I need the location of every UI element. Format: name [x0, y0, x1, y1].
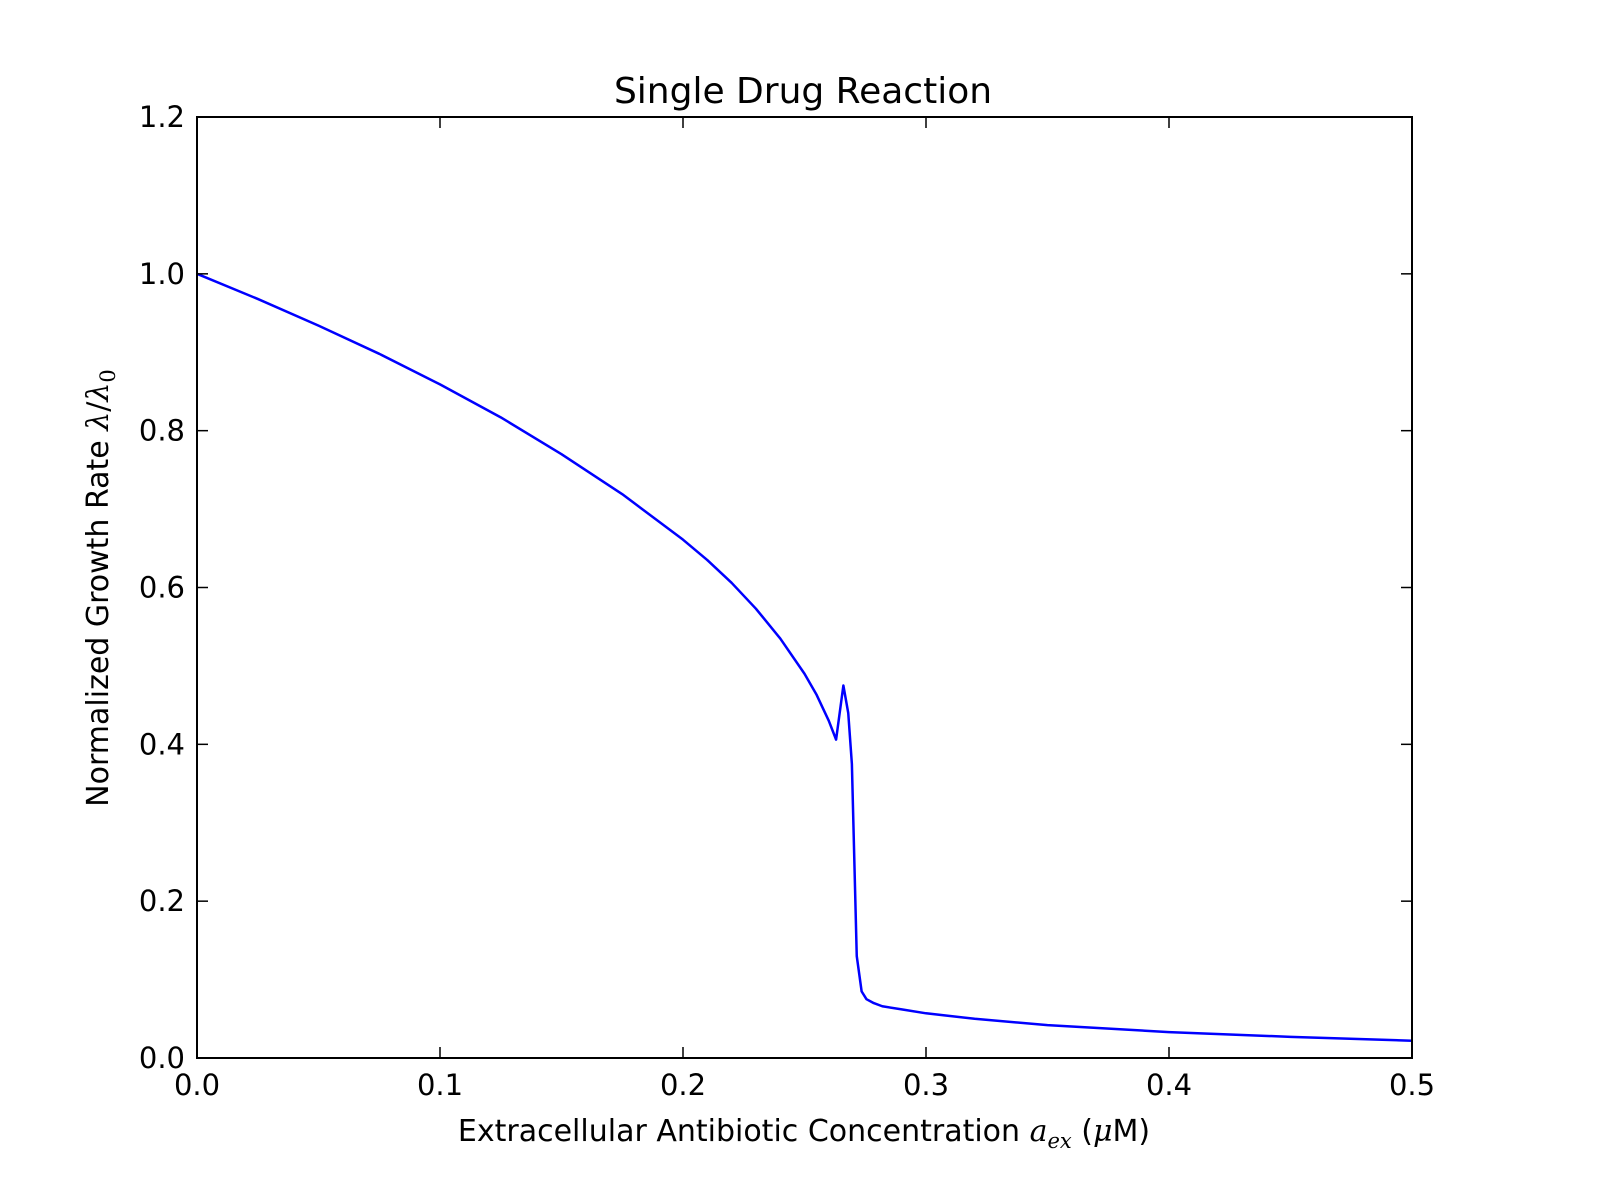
y-axis-label-numerator: λ [81, 412, 116, 432]
y-axis-label-denominator: λ [81, 383, 116, 403]
y-tick-label: 1.2 [139, 100, 185, 134]
y-axis-label-prefix: Normalized Growth Rate [81, 431, 116, 807]
y-tick-label: 0.2 [139, 884, 185, 918]
y-tick-label: 0.4 [139, 727, 185, 761]
plot-frame [196, 116, 1413, 1059]
ticks-layer: 0.0 0.1 0.2 0.3 0.4 0.5 0.0 0.2 0.4 0.6 0.8 1.0 1.2 [139, 100, 1435, 1102]
x-tick-label: 0.0 [174, 1068, 220, 1102]
x-tick-label: 0.5 [1389, 1068, 1435, 1102]
x-axis-label-prefix: Extracellular Antibiotic Concentration [458, 1114, 1030, 1149]
x-tick-label: 0.3 [903, 1068, 949, 1102]
chart-title: Single Drug Reaction [614, 71, 992, 112]
x-axis-label-symbol: a [1030, 1114, 1048, 1149]
series-layer [196, 272, 1413, 1042]
y-axis-label-denominator-subscript: 0 [96, 369, 120, 382]
x-axis-label: Extracellular Antibiotic Concentration a… [458, 1114, 1150, 1153]
x-axis-label-subscript: ex [1047, 1129, 1071, 1153]
y-axis-label-slash: / [81, 401, 116, 412]
x-tick-label: 0.1 [417, 1068, 463, 1102]
y-tick-label: 0.0 [139, 1041, 185, 1075]
y-tick-label: 0.6 [139, 571, 185, 605]
x-axis-label-unit-open: ( [1072, 1114, 1093, 1149]
x-axis-label-unit-mu: μ [1093, 1114, 1113, 1149]
y-tick-label: 0.8 [139, 414, 185, 448]
y-axis-label: Normalized Growth Rate λ/λ0 [81, 369, 120, 807]
series-line [196, 272, 1413, 1042]
x-axis-label-unit-rest: M) [1113, 1114, 1151, 1149]
x-tick-label: 0.2 [660, 1068, 706, 1102]
x-tick-label: 0.4 [1146, 1068, 1192, 1102]
y-tick-label: 1.0 [139, 257, 185, 291]
